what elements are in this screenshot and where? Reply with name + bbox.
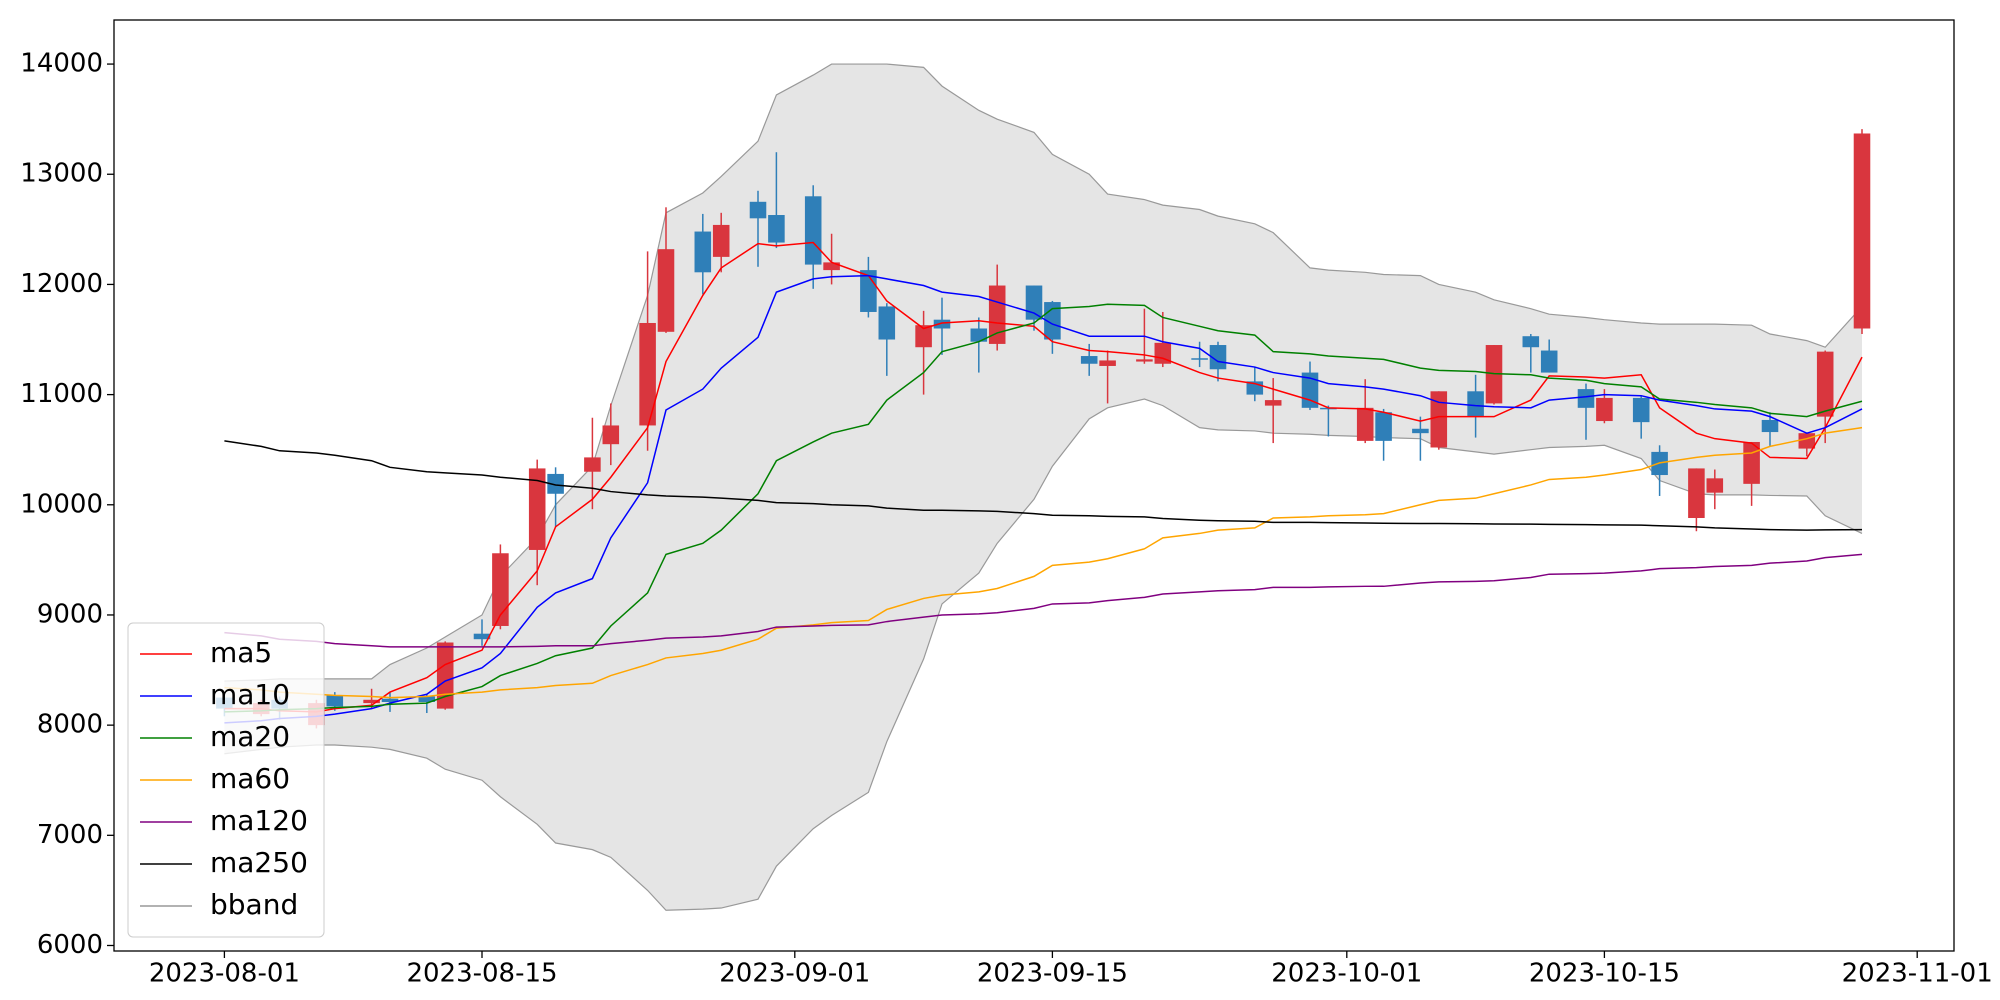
ma-line: [224, 303, 1863, 713]
x-tick-label: 2023-10-15: [1529, 959, 1680, 989]
candle-body: [547, 473, 564, 494]
candle-body: [933, 319, 951, 329]
candle-body: [1816, 351, 1834, 417]
candle-body: [492, 553, 509, 626]
candle-body: [1025, 285, 1043, 320]
candle-body: [657, 249, 675, 332]
candle-body: [326, 695, 344, 707]
candle-body: [1099, 360, 1116, 366]
y-tick-label: 6000: [37, 930, 103, 960]
candle-body: [749, 201, 767, 219]
legend-label: bband: [210, 888, 298, 921]
y-tick-label: 14000: [20, 49, 103, 79]
candle-body: [768, 215, 785, 243]
candle-body: [1430, 391, 1448, 448]
x-tick-label: 2023-11-01: [1842, 959, 1993, 989]
candle-body: [1264, 400, 1282, 406]
candle-body: [878, 306, 896, 340]
legend-label: ma60: [210, 762, 290, 795]
x-tick-label: 2023-09-15: [977, 959, 1128, 989]
candle-body: [694, 231, 712, 273]
y-tick-label: 12000: [20, 269, 103, 299]
y-tick-label: 7000: [37, 820, 103, 850]
candle-body: [1853, 133, 1871, 329]
candle-body: [915, 325, 932, 348]
y-tick-label: 9000: [37, 599, 103, 629]
candle-body: [418, 696, 436, 702]
y-tick-label: 8000: [37, 710, 103, 740]
legend-label: ma250: [210, 846, 308, 879]
candle-body: [1375, 412, 1392, 441]
y-tick-label: 13000: [20, 159, 103, 189]
bband-lower: [224, 398, 1863, 911]
candle-body: [1522, 336, 1540, 348]
candle-body: [1577, 389, 1595, 408]
x-tick-label: 2023-08-15: [406, 959, 557, 989]
candle-body: [1412, 428, 1429, 434]
candle-body: [1540, 350, 1558, 373]
x-tick-label: 2023-09-01: [719, 959, 870, 989]
candle-body: [1743, 441, 1760, 484]
bband-fill: [224, 64, 1862, 911]
candle-body: [528, 468, 546, 550]
candle-body: [1154, 342, 1172, 364]
candle-body: [363, 699, 380, 704]
candle-body: [639, 322, 656, 426]
candle-body: [1136, 359, 1153, 362]
legend-label: ma120: [210, 804, 308, 837]
candle-body: [804, 196, 822, 265]
candle-body: [1688, 468, 1705, 519]
ma-line: [224, 274, 1863, 724]
candle-body: [1080, 356, 1098, 364]
legend-label: ma10: [210, 678, 290, 711]
ma-line: [224, 553, 1863, 648]
candle-body: [1632, 397, 1650, 423]
candle-body: [381, 698, 399, 702]
x-tick-label: 2023-10-01: [1271, 959, 1422, 989]
candle-body: [1761, 419, 1779, 433]
candle-body: [823, 262, 840, 271]
candle-body: [436, 642, 454, 709]
plot-frame: [113, 19, 1955, 952]
candle-body: [602, 425, 620, 445]
legend-box: [127, 622, 325, 938]
candle-body: [1467, 391, 1484, 417]
candle-body: [1191, 358, 1208, 360]
legend-label: ma5: [210, 636, 272, 669]
ma-line: [224, 426, 1863, 699]
legend-label: ma20: [210, 720, 290, 753]
y-tick-label: 11000: [20, 379, 103, 409]
ma-line: [224, 241, 1863, 713]
legend: ma5 ma10 ma20 ma60 ma120 ma250 bband: [127, 622, 325, 938]
candle-body: [1596, 397, 1613, 422]
candle-body: [712, 224, 730, 257]
candle-body: [1798, 433, 1816, 449]
x-tick-label: 2023-08-01: [149, 959, 300, 989]
candle-body: [1706, 478, 1724, 493]
candle-body: [473, 633, 491, 640]
y-tick-label: 10000: [20, 489, 103, 519]
candle-body: [1209, 345, 1227, 370]
candle-body: [1356, 407, 1374, 441]
candle-body: [584, 457, 601, 472]
ma-line: [224, 440, 1863, 531]
candle-body: [970, 328, 988, 342]
